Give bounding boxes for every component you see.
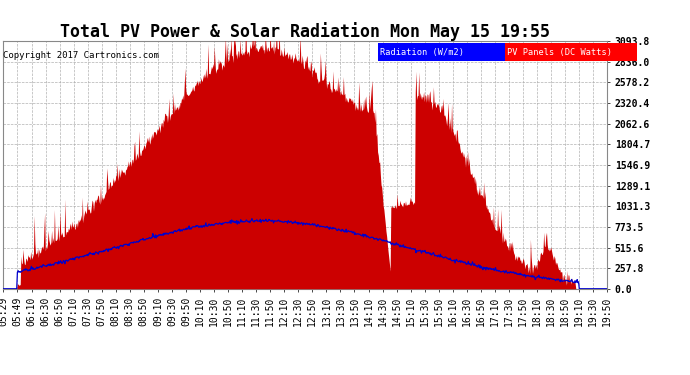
Text: Radiation (W/m2): Radiation (W/m2)	[380, 48, 464, 57]
Text: PV Panels (DC Watts): PV Panels (DC Watts)	[507, 48, 613, 57]
Text: Copyright 2017 Cartronics.com: Copyright 2017 Cartronics.com	[3, 51, 159, 60]
Title: Total PV Power & Solar Radiation Mon May 15 19:55: Total PV Power & Solar Radiation Mon May…	[60, 22, 551, 41]
